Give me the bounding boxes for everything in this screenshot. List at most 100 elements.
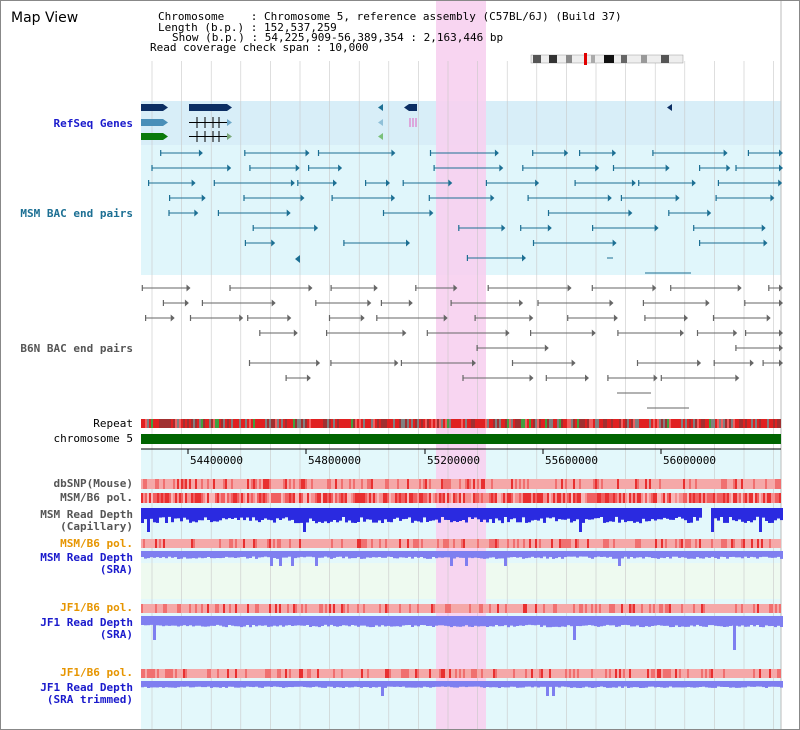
repeat-segment <box>235 419 237 428</box>
read-depth-bar <box>690 681 693 688</box>
read-depth-bar <box>399 681 402 687</box>
track-label-msm-bac[interactable]: MSM BAC end pairs <box>20 207 133 220</box>
polymorphism-cell <box>479 604 481 613</box>
polymorphism-cell <box>303 539 305 548</box>
repeat-segment <box>339 419 341 428</box>
polymorphism-cell <box>531 493 533 503</box>
read-depth-bar <box>171 616 174 626</box>
polymorphism-cell <box>253 493 255 503</box>
polymorphism-cell <box>697 604 699 613</box>
track-label-refseq[interactable]: RefSeq Genes <box>53 117 133 130</box>
polymorphism-cell <box>507 669 509 678</box>
polymorphism-cell <box>619 604 621 613</box>
repeat-segment <box>327 419 329 428</box>
read-depth-bar <box>390 681 393 687</box>
polymorphism-cell <box>317 479 319 489</box>
repeat-segment <box>377 419 379 428</box>
polymorphism-cell <box>483 539 485 548</box>
polymorphism-cell <box>267 669 269 678</box>
read-depth-bar <box>525 616 528 626</box>
polymorphism-cell <box>189 479 191 489</box>
track-label-b6n-bac[interactable]: B6N BAC end pairs <box>20 342 133 355</box>
polymorphism-cell <box>687 493 689 503</box>
polymorphism-cell <box>663 539 665 548</box>
track-label-msm-depth-capillary[interactable]: MSM Read Depth <box>40 508 133 521</box>
polymorphism-cell <box>201 669 203 678</box>
polymorphism-cell <box>487 493 489 503</box>
read-depth-bar <box>177 508 180 519</box>
polymorphism-cell <box>449 669 451 678</box>
read-depth-bar <box>693 616 696 627</box>
read-depth-bar <box>747 508 750 521</box>
polymorphism-cell <box>467 493 469 503</box>
repeat-segment <box>163 419 165 428</box>
polymorphism-cell <box>665 539 667 548</box>
polymorphism-cell <box>753 604 755 613</box>
read-depth-bar <box>534 551 537 558</box>
read-depth-bar <box>204 616 207 627</box>
repeat-segment <box>577 419 579 428</box>
read-depth-bar <box>627 616 630 626</box>
polymorphism-cell <box>499 604 501 613</box>
polymorphism-cell <box>701 493 703 503</box>
polymorphism-cell <box>759 493 761 503</box>
read-depth-bar <box>357 508 360 522</box>
polymorphism-cell <box>483 479 485 489</box>
read-depth-bar <box>360 616 363 626</box>
read-depth-bar <box>168 681 171 688</box>
track-label-msm-pol-1[interactable]: MSM/B6 pol. <box>60 491 133 504</box>
repeat-segment <box>521 419 523 428</box>
track-label-jf1-depth-trimmed[interactable]: JF1 Read Depth <box>40 681 133 694</box>
polymorphism-cell <box>491 493 493 503</box>
polymorphism-cell <box>213 669 215 678</box>
polymorphism-cell <box>559 669 561 678</box>
polymorphism-cell <box>381 493 383 503</box>
repeat-segment <box>403 419 405 428</box>
polymorphism-cell <box>325 539 327 548</box>
track-label-dbsnp[interactable]: dbSNP(Mouse) <box>53 477 133 490</box>
polymorphism-cell <box>229 479 231 489</box>
read-depth-bar <box>684 551 687 558</box>
polymorphism-cell <box>233 479 235 489</box>
polymorphism-cell <box>669 669 671 678</box>
read-depth-bar <box>165 616 168 626</box>
track-label-msm-pol-2[interactable]: MSM/B6 pol. <box>60 537 133 550</box>
axis-tick-label: 54400000 <box>190 454 243 467</box>
read-depth-bar <box>414 508 417 521</box>
track-label-jf1-pol-2[interactable]: JF1/B6 pol. <box>60 666 133 679</box>
read-depth-bar <box>723 616 726 627</box>
track-label-jf1-pol-1[interactable]: JF1/B6 pol. <box>60 601 133 614</box>
polymorphism-cell <box>595 539 597 548</box>
read-depth-bar <box>228 616 231 625</box>
polymorphism-cell <box>609 479 611 489</box>
polymorphism-cell <box>427 479 429 489</box>
polymorphism-cell <box>195 669 197 678</box>
polymorphism-cell <box>663 669 665 678</box>
repeat-segment <box>625 419 627 428</box>
repeat-segment <box>527 419 529 428</box>
repeat-segment <box>683 419 685 428</box>
polymorphism-cell <box>585 479 587 489</box>
gene-arrow <box>378 133 383 140</box>
polymorphism-cell <box>183 493 185 503</box>
repeat-segment <box>491 419 493 428</box>
polymorphism-cell <box>321 479 323 489</box>
read-depth-bar <box>495 681 498 688</box>
polymorphism-cell <box>567 493 569 503</box>
read-depth-bar <box>450 616 453 628</box>
track-label-jf1-depth-sra[interactable]: JF1 Read Depth <box>40 616 133 629</box>
polymorphism-cell <box>475 539 477 548</box>
bac-end-arrow <box>490 194 495 202</box>
polymorphism-cell <box>153 539 155 548</box>
polymorphism-cell <box>419 604 421 613</box>
bac-end-arrow <box>472 359 476 367</box>
read-depth-bar <box>552 616 555 627</box>
polymorphism-cell <box>239 539 241 548</box>
polymorphism-cell <box>211 604 213 613</box>
polymorphism-cell <box>225 479 227 489</box>
repeat-segment <box>175 419 177 428</box>
polymorphism-cell <box>277 604 279 613</box>
track-label-msm-depth-sra[interactable]: MSM Read Depth <box>40 551 133 564</box>
read-depth-bar <box>405 551 408 558</box>
